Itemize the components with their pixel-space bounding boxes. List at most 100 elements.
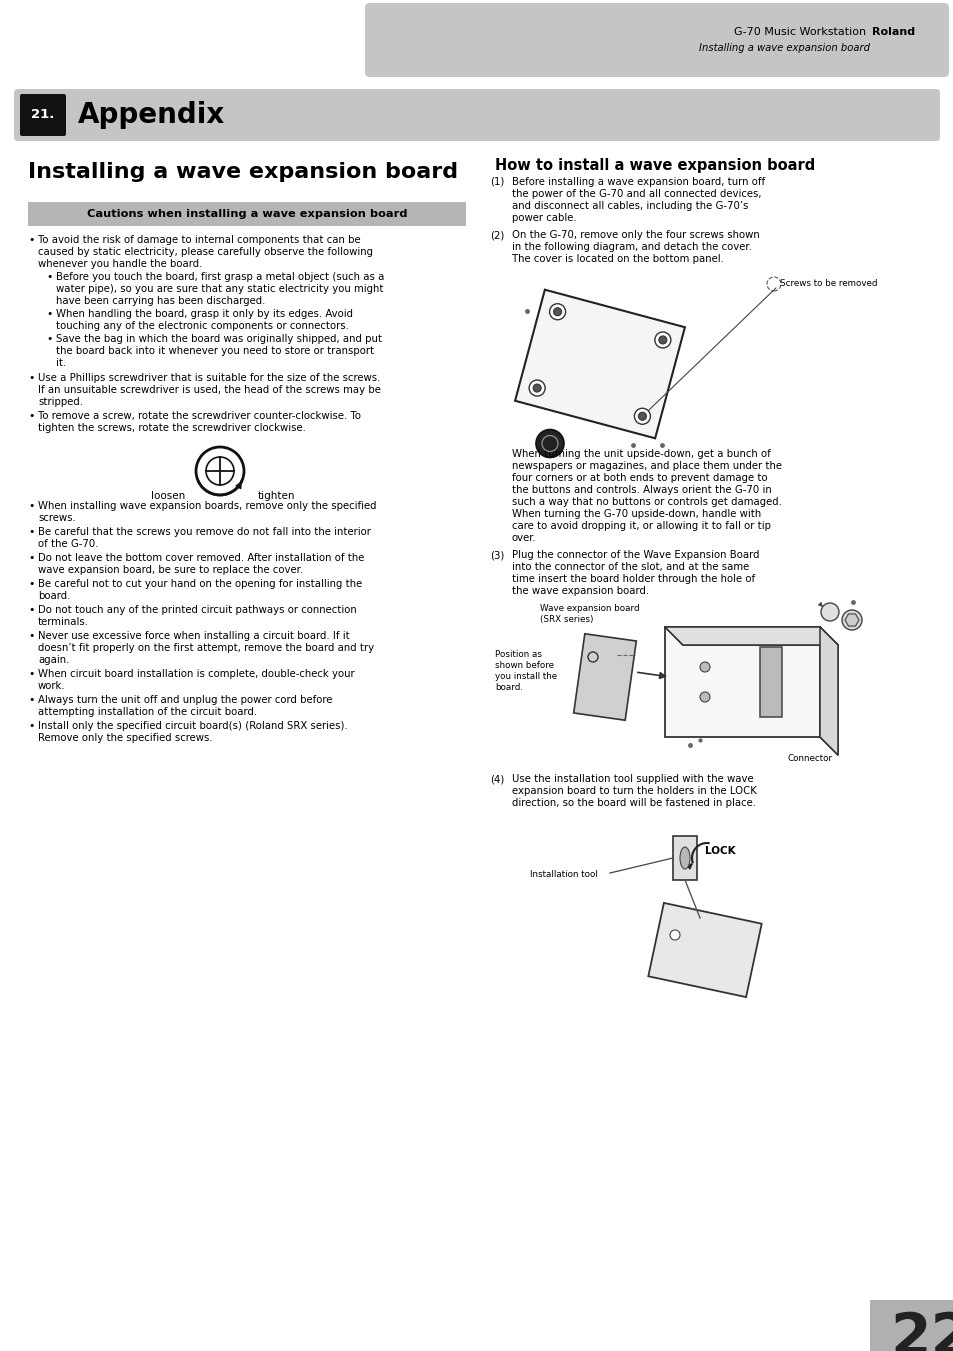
Circle shape [553, 308, 561, 316]
Text: you install the: you install the [495, 671, 557, 681]
Text: shown before: shown before [495, 661, 554, 670]
Text: power cable.: power cable. [512, 213, 576, 223]
Text: •: • [28, 235, 34, 245]
Text: screws.: screws. [38, 513, 75, 523]
Text: Before installing a wave expansion board, turn off: Before installing a wave expansion board… [512, 177, 764, 186]
Text: Never use excessive force when installing a circuit board. If it: Never use excessive force when installin… [38, 631, 350, 640]
Text: care to avoid dropping it, or allowing it to fall or tip: care to avoid dropping it, or allowing i… [512, 521, 770, 531]
Text: To remove a screw, rotate the screwdriver counter-clockwise. To: To remove a screw, rotate the screwdrive… [38, 411, 360, 422]
Text: When handling the board, grasp it only by its edges. Avoid: When handling the board, grasp it only b… [56, 309, 353, 319]
Text: the power of the G-70 and all connected devices,: the power of the G-70 and all connected … [512, 189, 760, 199]
Text: When turning the G-70 upside-down, handle with: When turning the G-70 upside-down, handl… [512, 509, 760, 519]
Text: When installing wave expansion boards, remove only the specified: When installing wave expansion boards, r… [38, 501, 376, 511]
Text: have been carrying has been discharged.: have been carrying has been discharged. [56, 296, 265, 305]
Text: and disconnect all cables, including the G-70’s: and disconnect all cables, including the… [512, 201, 747, 211]
Text: doesn’t fit properly on the first attempt, remove the board and try: doesn’t fit properly on the first attemp… [38, 643, 374, 653]
Bar [760, 647, 781, 717]
Text: board.: board. [495, 684, 522, 692]
Text: Do not leave the bottom cover removed. After installation of the: Do not leave the bottom cover removed. A… [38, 553, 364, 563]
Circle shape [821, 603, 838, 621]
Text: •: • [46, 272, 52, 282]
FancyBboxPatch shape [365, 3, 948, 77]
Text: Use a Phillips screwdriver that is suitable for the size of the screws.: Use a Phillips screwdriver that is suita… [38, 373, 380, 382]
Text: work.: work. [38, 681, 66, 690]
Text: •: • [28, 631, 34, 640]
FancyBboxPatch shape [14, 89, 939, 141]
Text: it.: it. [56, 358, 66, 367]
Text: When circuit board installation is complete, double-check your: When circuit board installation is compl… [38, 669, 355, 680]
Text: four corners or at both ends to prevent damage to: four corners or at both ends to prevent … [512, 473, 767, 484]
Text: •: • [28, 669, 34, 680]
Bar [672, 836, 697, 880]
Text: the buttons and controls. Always orient the G-70 in: the buttons and controls. Always orient … [512, 485, 771, 494]
Text: touching any of the electronic components or connectors.: touching any of the electronic component… [56, 322, 349, 331]
Text: Appendix: Appendix [78, 101, 225, 128]
Polygon shape [515, 289, 684, 438]
Polygon shape [820, 627, 837, 755]
Text: Install only the specified circuit board(s) (Roland SRX series).: Install only the specified circuit board… [38, 721, 348, 731]
Text: (4): (4) [490, 774, 504, 784]
Text: time insert the board holder through the hole of: time insert the board holder through the… [512, 574, 755, 584]
Text: stripped.: stripped. [38, 397, 83, 407]
Text: attempting installation of the circuit board.: attempting installation of the circuit b… [38, 707, 257, 717]
Text: caused by static electricity, please carefully observe the following: caused by static electricity, please car… [38, 247, 373, 257]
Text: the board back into it whenever you need to store or transport: the board back into it whenever you need… [56, 346, 374, 357]
Text: Installing a wave expansion board: Installing a wave expansion board [28, 162, 457, 182]
Text: direction, so the board will be fastened in place.: direction, so the board will be fastened… [512, 798, 755, 808]
Text: such a way that no buttons or controls get damaged.: such a way that no buttons or controls g… [512, 497, 781, 507]
Text: Screws to be removed: Screws to be removed [780, 280, 877, 288]
Text: tighten the screws, rotate the screwdriver clockwise.: tighten the screws, rotate the screwdriv… [38, 423, 306, 434]
Text: •: • [46, 309, 52, 319]
Text: •: • [28, 694, 34, 705]
Text: •: • [28, 411, 34, 422]
Text: Plug the connector of the Wave Expansion Board: Plug the connector of the Wave Expansion… [512, 550, 759, 561]
Text: Installing a wave expansion board: Installing a wave expansion board [699, 43, 869, 53]
Text: LOCK: LOCK [704, 846, 735, 857]
Circle shape [700, 662, 709, 671]
Text: Wave expansion board: Wave expansion board [539, 604, 639, 613]
Text: G-70 Music Workstation: G-70 Music Workstation [734, 27, 869, 36]
Text: Installation tool: Installation tool [530, 870, 598, 880]
Text: •: • [28, 580, 34, 589]
Polygon shape [664, 627, 837, 644]
Circle shape [536, 430, 563, 458]
Text: into the connector of the slot, and at the same: into the connector of the slot, and at t… [512, 562, 748, 571]
Circle shape [638, 412, 646, 420]
Text: again.: again. [38, 655, 70, 665]
Text: terminals.: terminals. [38, 617, 89, 627]
Circle shape [549, 304, 565, 320]
Circle shape [654, 332, 670, 349]
Text: loosen: loosen [151, 490, 185, 501]
Text: in the following diagram, and detach the cover.: in the following diagram, and detach the… [512, 242, 751, 253]
Text: Position as: Position as [495, 650, 541, 659]
Text: Before you touch the board, first grasp a metal object (such as a: Before you touch the board, first grasp … [56, 272, 384, 282]
FancyBboxPatch shape [20, 95, 66, 136]
Text: Connector: Connector [786, 754, 832, 763]
Text: 227: 227 [889, 1310, 953, 1351]
Text: Always turn the unit off and unplug the power cord before: Always turn the unit off and unplug the … [38, 694, 332, 705]
Text: Cautions when installing a wave expansion board: Cautions when installing a wave expansio… [87, 209, 407, 219]
Bar [664, 627, 820, 738]
Ellipse shape [679, 847, 689, 869]
Text: the wave expansion board.: the wave expansion board. [512, 586, 648, 596]
Text: •: • [28, 553, 34, 563]
Text: To avoid the risk of damage to internal components that can be: To avoid the risk of damage to internal … [38, 235, 360, 245]
Circle shape [700, 692, 709, 703]
Text: The cover is located on the bottom panel.: The cover is located on the bottom panel… [512, 254, 723, 263]
Circle shape [533, 384, 540, 392]
Text: board.: board. [38, 590, 71, 601]
Text: Be careful not to cut your hand on the opening for installing the: Be careful not to cut your hand on the o… [38, 580, 362, 589]
Text: When turning the unit upside-down, get a bunch of: When turning the unit upside-down, get a… [512, 449, 770, 459]
Text: Save the bag in which the board was originally shipped, and put: Save the bag in which the board was orig… [56, 334, 381, 345]
Text: •: • [28, 373, 34, 382]
Circle shape [659, 336, 666, 345]
Text: of the G-70.: of the G-70. [38, 539, 98, 549]
Circle shape [841, 611, 862, 630]
Text: On the G-70, remove only the four screws shown: On the G-70, remove only the four screws… [512, 230, 759, 240]
Text: Use the installation tool supplied with the wave: Use the installation tool supplied with … [512, 774, 753, 784]
Text: Remove only the specified screws.: Remove only the specified screws. [38, 734, 213, 743]
Text: whenever you handle the board.: whenever you handle the board. [38, 259, 202, 269]
Text: •: • [46, 334, 52, 345]
Circle shape [529, 380, 544, 396]
Bar [28, 203, 465, 226]
